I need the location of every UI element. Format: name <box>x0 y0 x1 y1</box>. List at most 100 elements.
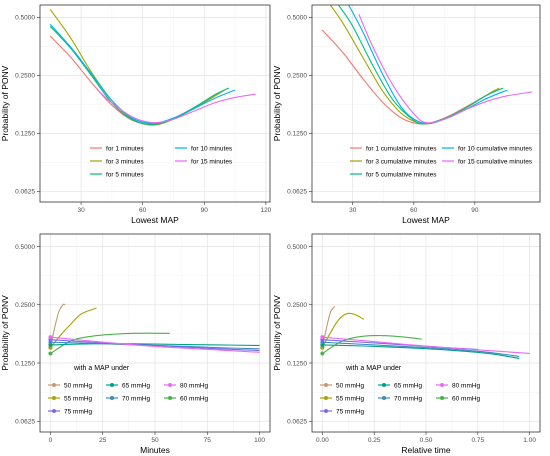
y-tick-label: 0.1250 <box>15 360 35 367</box>
chart-panel-2: 0.0625 0.1250 0.2500 0.5000 30 60 90 Lowest MAP… <box>272 4 541 225</box>
legend-key-point-75-mmhg <box>324 409 328 413</box>
legend-key-point-80-mmhg <box>168 383 172 387</box>
legend-label-65-mmhg: 65 mmHg <box>394 382 423 389</box>
y-tick-label: 0.5000 <box>15 244 35 251</box>
series-line-65-mmhg <box>50 343 260 347</box>
x-tick-label: 0.50 <box>420 437 433 444</box>
y-tick-label: 0.1250 <box>15 131 35 138</box>
legend-label-50-mmhg: 50 mmHg <box>64 382 93 389</box>
plot-border <box>311 4 541 203</box>
legend-key-point-70-mmhg <box>110 396 114 400</box>
series-line-for-15-minutes <box>97 89 256 124</box>
series-line-for-10-cumulative-minutes <box>348 5 508 125</box>
y-tick-label: 0.1250 <box>287 131 307 138</box>
legend-key-point-60-mmhg <box>168 396 172 400</box>
series-line-60-mmhg <box>322 334 422 354</box>
legend-label-50-mmhg: 50 mmHg <box>336 382 365 389</box>
y-tick-label: 0.5000 <box>15 15 35 22</box>
legend-label-for-15-minutes: for 15 minutes <box>191 158 233 165</box>
legend-key-point-50-mmhg <box>52 383 56 387</box>
legend-label-60-mmhg: 60 mmHg <box>452 395 481 402</box>
legend-label-55-mmhg: 55 mmHg <box>64 395 93 402</box>
series-group <box>321 5 532 125</box>
legend-label-70-mmhg: 70 mmHg <box>394 395 423 402</box>
x-tick-label: 0.25 <box>368 437 381 444</box>
legend-label-for-15-cumulative-minutes: for 15 cumulative minutes <box>458 158 533 165</box>
series-line-for-15-cumulative-minutes <box>358 13 532 124</box>
legend-key-point-80-mmhg <box>440 383 444 387</box>
y-tick-label: 0.2500 <box>15 302 35 309</box>
legend-label-80-mmhg: 80 mmHg <box>180 382 209 389</box>
y-axis-title: Probability of PONV <box>0 295 10 371</box>
y-tick-label: 0.0625 <box>15 189 35 196</box>
x-tick-label: 120 <box>260 207 271 214</box>
legend-label-for-3-minutes: for 3 minutes <box>106 158 144 165</box>
series-line-50-mmhg <box>321 306 336 348</box>
legend-label-for-1-cumulative-minutes: for 1 cumulative minutes <box>366 145 437 152</box>
x-tick-label: 0.75 <box>471 437 484 444</box>
legend-label-80-mmhg: 80 mmHg <box>452 382 481 389</box>
series-line-80-mmhg <box>322 336 530 355</box>
y-axis-title: Probability of PONV <box>272 295 282 371</box>
y-axis-title: Probability of PONV <box>272 65 282 141</box>
y-tick-label: 0.5000 <box>287 244 307 251</box>
legend: for 1 minutes for 10 minutes for 3 minutes… <box>90 145 233 178</box>
series-line-65-mmhg <box>322 344 520 359</box>
series-start-point-60-mmhg <box>48 351 53 356</box>
legend-label-75-mmhg: 75 mmHg <box>336 408 365 415</box>
legend-label-55-mmhg: 55 mmHg <box>336 395 365 402</box>
plot-border <box>39 4 271 203</box>
y-tick-label: 0.2500 <box>287 73 307 80</box>
legend-key-point-55-mmhg <box>324 396 328 400</box>
x-axis-title: Minutes <box>140 445 170 455</box>
y-tick-label: 0.0625 <box>287 419 307 426</box>
series-start-point-80-mmhg <box>320 335 325 340</box>
legend-key-point-55-mmhg <box>52 396 56 400</box>
legend-label-for-10-cumulative-minutes: for 10 cumulative minutes <box>458 145 533 152</box>
series-start-point-55-mmhg <box>320 345 325 350</box>
series-start-point-55-mmhg <box>48 345 53 350</box>
x-tick-label: 50 <box>151 437 159 444</box>
series-group <box>320 306 530 359</box>
series-start-point-80-mmhg <box>48 335 53 340</box>
series-group <box>48 303 260 356</box>
y-tick-label: 0.5000 <box>287 15 307 22</box>
y-axis-title: Probability of PONV <box>0 65 10 141</box>
y-tick-label: 0.2500 <box>15 73 35 80</box>
legend-label-for-5-cumulative-minutes: for 5 cumulative minutes <box>366 171 437 178</box>
legend-label-60-mmhg: 60 mmHg <box>180 395 209 402</box>
legend-key-point-60-mmhg <box>440 396 444 400</box>
series-line-70-mmhg <box>322 341 520 358</box>
series-line-80-mmhg <box>50 336 260 353</box>
x-tick-label: 0.00 <box>316 437 329 444</box>
x-tick-label: 1.00 <box>523 437 536 444</box>
x-tick-label: 25 <box>99 437 107 444</box>
legend-label-75-mmhg: 75 mmHg <box>64 408 93 415</box>
plot-border <box>311 233 541 433</box>
legend-label-70-mmhg: 70 mmHg <box>122 395 151 402</box>
legend-label-for-10-minutes: for 10 minutes <box>191 145 233 152</box>
legend: for 1 cumulative minutes for 10 cumulativ… <box>350 145 533 178</box>
legend-title: with a MAP under <box>73 365 130 372</box>
legend-key-point-75-mmhg <box>52 409 56 413</box>
legend-title: with a MAP under <box>345 365 402 372</box>
plot-border <box>39 233 271 433</box>
chart-panel-3: 0.0625 0.1250 0.2500 0.5000 0 25 50 75 100 Minute… <box>0 233 271 455</box>
y-tick-label: 0.1250 <box>287 360 307 367</box>
chart-panel-4: 0.0625 0.1250 0.2500 0.5000 0.00 0.25 0.50 0.75… <box>272 233 541 455</box>
legend: with a MAP under 50 mmHg 65 mmHg 80 mmHg 55 … <box>48 365 209 415</box>
x-axis-title: Lowest MAP <box>131 215 179 225</box>
legend-label-for-3-cumulative-minutes: for 3 cumulative minutes <box>366 158 437 165</box>
series-line-for-5-cumulative-minutes <box>338 5 504 125</box>
legend-key-point-65-mmhg <box>110 383 114 387</box>
legend-key-point-50-mmhg <box>324 383 328 387</box>
legend-label-for-1-minutes: for 1 minutes <box>106 145 144 152</box>
series-line-55-mmhg <box>321 312 365 348</box>
x-tick-label: 60 <box>139 207 147 214</box>
legend-label-65-mmhg: 65 mmHg <box>122 382 151 389</box>
legend-key-point-70-mmhg <box>382 396 386 400</box>
plot-area <box>312 5 540 202</box>
x-tick-label: 100 <box>254 437 265 444</box>
chart-panel-1: 0.0625 0.1250 0.2500 0.5000 30 60 90 120 Lowest … <box>0 4 272 225</box>
